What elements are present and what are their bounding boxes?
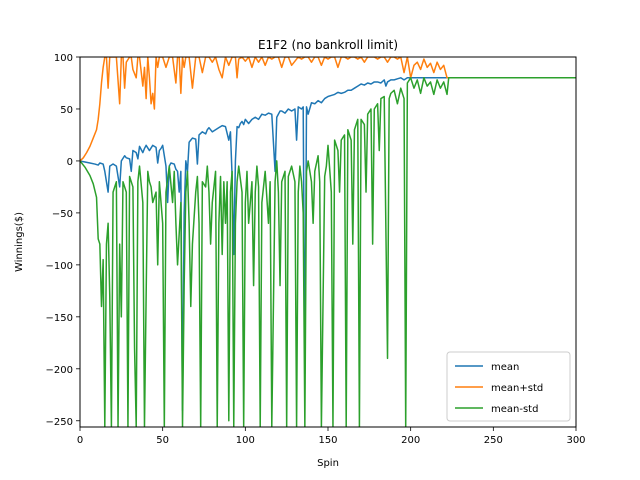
legend: mean mean+std mean-std — [446, 351, 571, 422]
legend-label: mean — [491, 362, 519, 373]
y-tick-label: −250 — [46, 417, 73, 428]
x-tick-label: 100 — [236, 435, 255, 446]
series-line-mean-plus-std — [80, 57, 576, 162]
x-tick-label: 300 — [566, 435, 585, 446]
y-tick-label: −100 — [46, 261, 73, 272]
y-tick-label: −50 — [52, 209, 73, 220]
x-axis-label: Spin — [317, 458, 339, 469]
y-tick-label: −150 — [46, 313, 73, 324]
y-tick-label: 100 — [54, 53, 73, 64]
y-tick-label: −200 — [46, 365, 73, 376]
y-axis-label: Winnings($) — [14, 212, 25, 272]
legend-box — [446, 351, 571, 422]
series-line-mean-minus-std — [80, 77, 576, 427]
x-tick-label: 250 — [484, 435, 503, 446]
x-tick-label: 0 — [77, 435, 83, 446]
x-tick-label: 150 — [318, 435, 337, 446]
series-line-mean — [80, 77, 576, 412]
y-tick-label: 50 — [60, 105, 73, 116]
chart-title: E1F2 (no bankroll limit) — [258, 38, 398, 52]
legend-label: mean+std — [491, 383, 543, 394]
x-tick-label: 50 — [156, 435, 169, 446]
x-tick-label: 200 — [401, 435, 420, 446]
y-tick-label: 0 — [67, 157, 73, 168]
series-layer — [80, 57, 576, 427]
legend-label: mean-std — [491, 404, 538, 415]
x-axis-ticks: 0 50 100 150 200 250 300 — [77, 427, 586, 446]
y-axis-ticks: 100 50 0 −50 −100 −150 −200 −250 — [46, 53, 80, 428]
